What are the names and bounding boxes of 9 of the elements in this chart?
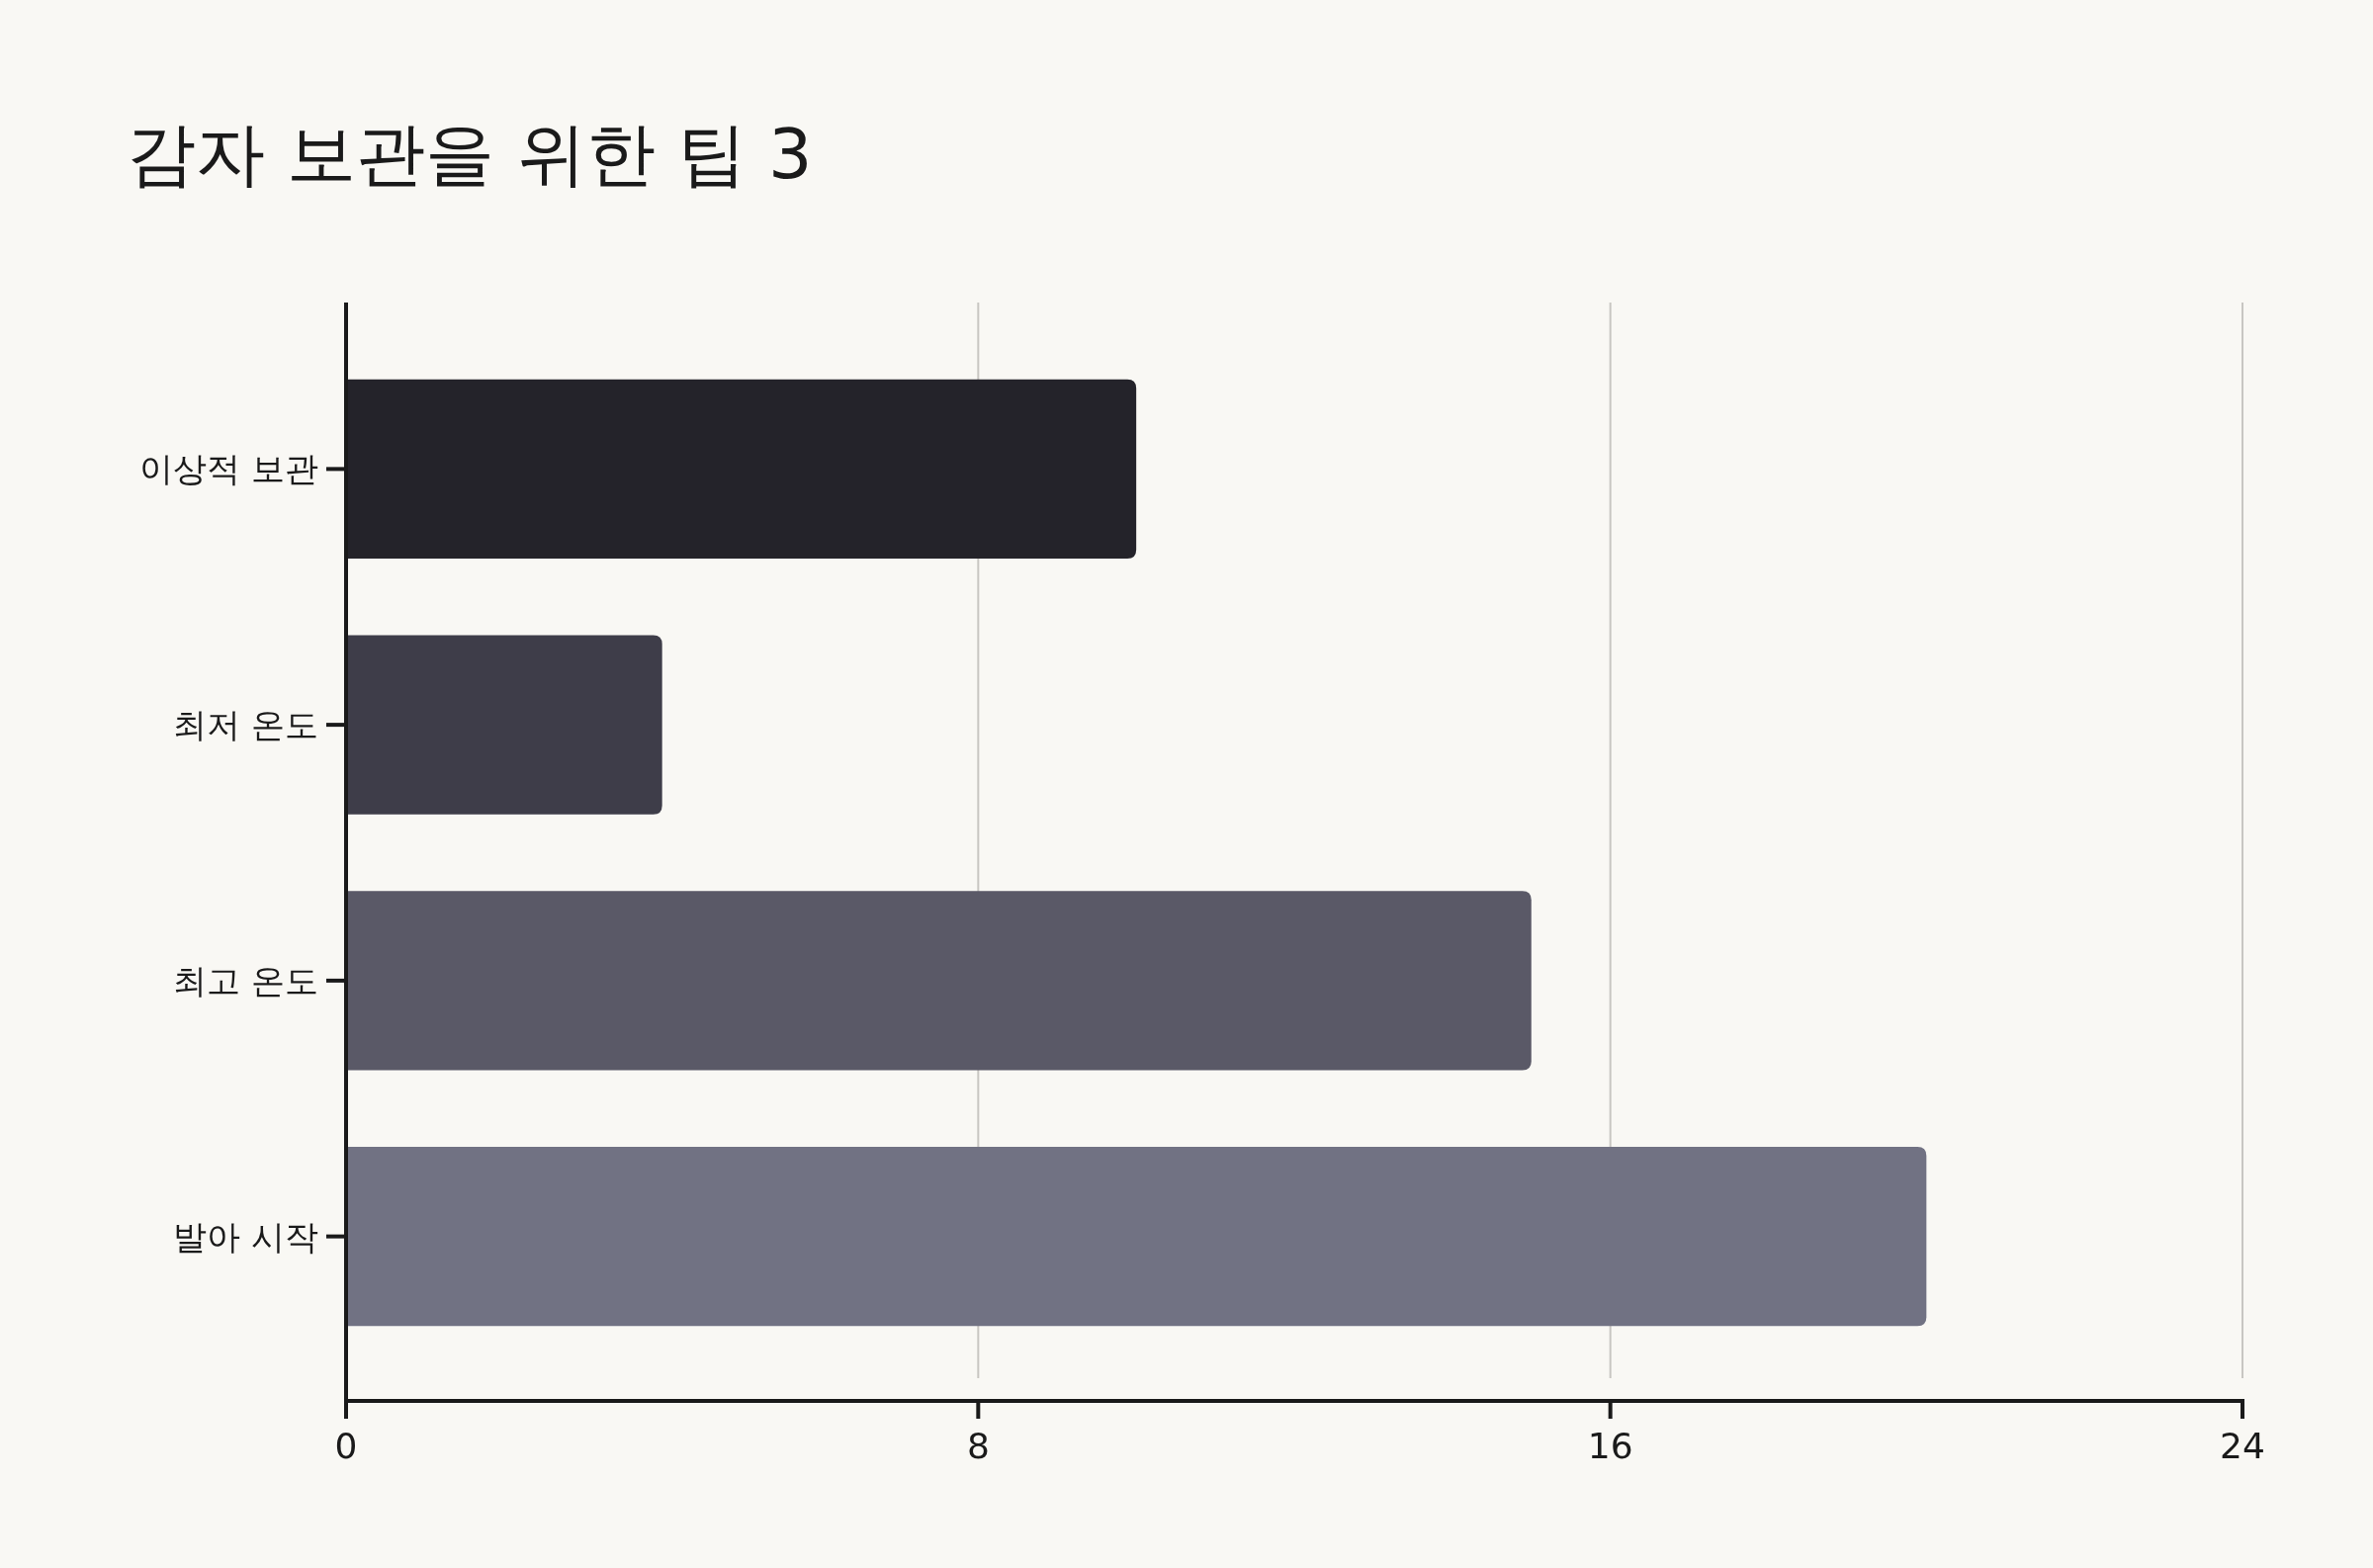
x-tick-label: 8 — [966, 1426, 990, 1466]
x-tick-label: 0 — [334, 1426, 358, 1466]
x-tick-label: 24 — [2220, 1426, 2265, 1466]
chart-title: 감자 보관을 위한 팁 3 — [127, 114, 813, 195]
y-tick-label: 이상적 보관 — [139, 449, 318, 489]
x-tick-label: 16 — [1587, 1426, 1633, 1466]
y-tick-label: 최저 온도 — [173, 705, 318, 745]
y-tick-label: 발아 시작 — [173, 1216, 318, 1257]
y-tick-label: 최고 온도 — [173, 960, 318, 1001]
